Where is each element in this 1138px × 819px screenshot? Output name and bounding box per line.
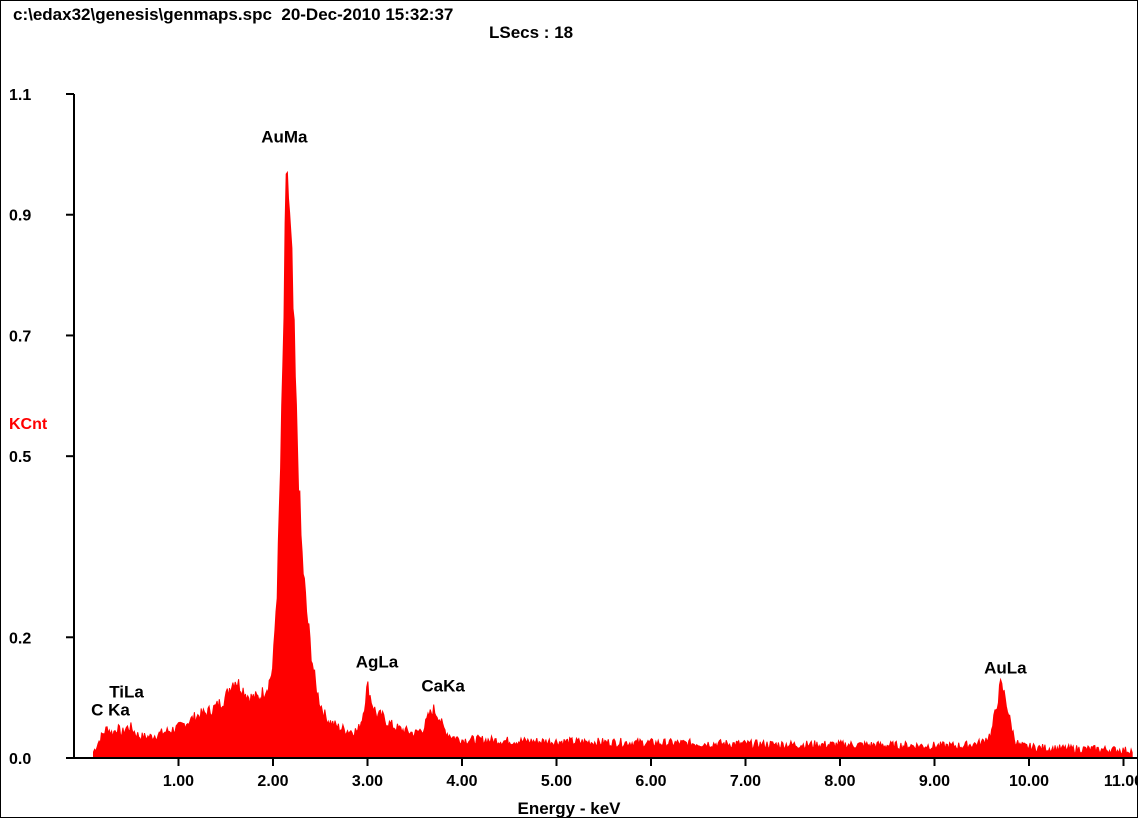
lsecs-label: LSecs : xyxy=(489,23,550,42)
x-tick-label: 6.00 xyxy=(635,773,666,790)
y-tick-label: 0.7 xyxy=(9,328,31,345)
axes-layer xyxy=(66,93,1138,766)
labels-layer: 0.0 0.2 0.5 0.7 0.9 1.1 1.00 2.00 3.00 4.00 5.00 6.… xyxy=(9,87,1138,818)
y-axis-label: KCnt xyxy=(9,416,48,433)
acquisition-datetime: 20-Dec-2010 15:32:37 xyxy=(281,5,454,24)
x-axis-label: Energy - keV xyxy=(518,799,622,818)
y-tick-label: 0.2 xyxy=(9,630,31,647)
spectrum-layer xyxy=(93,170,1133,759)
x-tick-label: 9.00 xyxy=(919,773,950,790)
y-tick-label: 0.0 xyxy=(9,751,31,768)
x-tick-label: 5.00 xyxy=(541,773,572,790)
peak-label: AuMa xyxy=(261,127,308,146)
x-tick-label: 4.00 xyxy=(446,773,477,790)
y-tick-label: 0.5 xyxy=(9,449,31,466)
x-tick-label: 7.00 xyxy=(730,773,761,790)
peak-label: AgLa xyxy=(356,652,399,671)
peak-label: C Ka xyxy=(91,701,130,720)
x-tick-label: 3.00 xyxy=(352,773,383,790)
y-tick-label: 0.9 xyxy=(9,208,31,225)
x-tick-label: 2.00 xyxy=(257,773,288,790)
header-path-line: c:\edax32\genesis\genmaps.spc 20-Dec-201… xyxy=(13,5,453,25)
lsecs-value: 18 xyxy=(554,23,574,42)
x-tick-label: 10.00 xyxy=(1009,773,1049,790)
x-tick-label: 11.00 xyxy=(1104,773,1138,790)
spectrum-series-0 xyxy=(93,170,1133,759)
header-lsecs-line: LSecs : 18 xyxy=(489,23,573,43)
file-path: c:\edax32\genesis\genmaps.spc xyxy=(13,5,272,24)
x-tick-label: 8.00 xyxy=(824,773,855,790)
peak-label: CaKa xyxy=(421,677,465,696)
peak-label: TiLa xyxy=(109,683,144,702)
peak-label: AuLa xyxy=(984,658,1027,677)
x-tick-label: 1.00 xyxy=(163,773,194,790)
y-tick-label: 1.1 xyxy=(9,87,31,104)
